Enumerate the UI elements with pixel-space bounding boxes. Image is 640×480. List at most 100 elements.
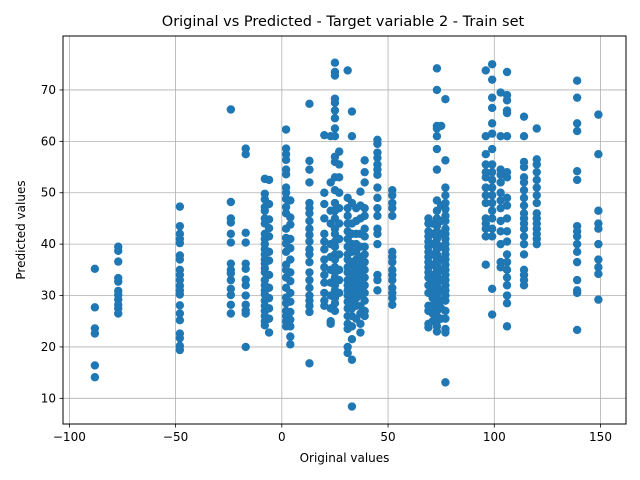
- data-point: [496, 227, 505, 236]
- data-point: [305, 307, 314, 317]
- data-point: [481, 224, 490, 233]
- x-tick-label: 0: [278, 430, 286, 444]
- data-point: [264, 304, 274, 313]
- data-point: [175, 290, 185, 299]
- data-point: [226, 284, 236, 294]
- data-point: [264, 199, 274, 209]
- data-point: [373, 286, 382, 295]
- data-point: [305, 257, 314, 267]
- data-point: [519, 185, 529, 195]
- data-point: [496, 88, 505, 97]
- data-point: [373, 239, 382, 249]
- data-point: [320, 255, 329, 264]
- data-point: [330, 242, 340, 251]
- data-point: [487, 103, 497, 113]
- data-point: [334, 250, 344, 259]
- data-point: [305, 250, 314, 259]
- data-point: [360, 273, 369, 282]
- data-point: [114, 277, 123, 286]
- data-point: [334, 265, 344, 275]
- data-point: [343, 211, 352, 221]
- data-point: [343, 348, 352, 358]
- data-point: [320, 237, 329, 246]
- data-point: [226, 269, 236, 278]
- data-point: [334, 275, 344, 285]
- data-point: [330, 299, 340, 308]
- data-point: [175, 309, 185, 318]
- data-point: [90, 264, 100, 273]
- data-point: [320, 301, 329, 311]
- data-point: [481, 149, 490, 159]
- y-tick-label: 20: [41, 340, 56, 354]
- data-point: [502, 273, 512, 282]
- data-point: [373, 203, 382, 213]
- plot-frame: [62, 35, 627, 425]
- data-point: [487, 183, 497, 192]
- data-point: [305, 216, 314, 226]
- data-point: [320, 270, 329, 280]
- data-point: [572, 232, 582, 241]
- data-point: [286, 234, 295, 244]
- x-tick-label: −100: [53, 430, 86, 444]
- data-point: [519, 281, 529, 290]
- data-point: [481, 198, 490, 208]
- data-point: [286, 244, 295, 253]
- data-point: [360, 265, 369, 275]
- data-point: [487, 232, 497, 241]
- data-point: [594, 269, 603, 279]
- data-point: [487, 214, 497, 223]
- data-point: [226, 229, 236, 239]
- y-axis: 10 20 30 40 50 60 70: [41, 83, 63, 405]
- data-point: [320, 188, 329, 197]
- data-point: [373, 139, 382, 149]
- x-axis: −100 −50 0 50 100 150: [53, 424, 612, 444]
- data-point: [305, 99, 314, 109]
- data-point: [241, 238, 250, 247]
- data-point: [330, 106, 340, 115]
- data-point: [286, 332, 295, 341]
- data-point: [594, 149, 603, 159]
- data-point: [260, 321, 270, 330]
- data-point: [432, 64, 442, 73]
- data-point: [432, 132, 442, 141]
- data-point: [481, 173, 490, 182]
- data-point: [572, 76, 582, 85]
- data-point: [441, 191, 450, 200]
- data-point: [264, 314, 274, 323]
- data-point: [487, 310, 497, 319]
- data-point: [264, 293, 274, 303]
- data-point: [519, 132, 529, 141]
- data-point: [441, 378, 450, 387]
- data-point: [436, 121, 446, 131]
- data-point: [360, 211, 369, 221]
- data-point: [264, 283, 274, 293]
- data-point: [487, 93, 497, 102]
- data-point: [241, 281, 250, 290]
- data-point: [305, 209, 314, 218]
- y-axis-label: Predicted values: [14, 180, 28, 279]
- data-point: [241, 291, 250, 300]
- data-point: [502, 214, 512, 223]
- data-point: [241, 149, 250, 159]
- data-point: [356, 319, 365, 328]
- data-point: [432, 165, 442, 174]
- data-point: [360, 156, 369, 165]
- chart-title: Original vs Predicted - Target variable …: [162, 14, 525, 30]
- data-point: [305, 301, 314, 311]
- data-point: [360, 250, 369, 259]
- data-point: [487, 119, 497, 128]
- data-point: [487, 75, 497, 84]
- data-point: [532, 124, 541, 133]
- data-point: [90, 373, 100, 382]
- data-point: [320, 229, 329, 239]
- data-point: [305, 224, 314, 233]
- data-point: [373, 170, 382, 179]
- data-point: [305, 237, 314, 246]
- data-point: [356, 328, 365, 337]
- data-point: [487, 160, 497, 169]
- data-point: [334, 173, 344, 182]
- data-point: [487, 175, 497, 185]
- data-point: [226, 309, 236, 318]
- data-point: [226, 218, 236, 227]
